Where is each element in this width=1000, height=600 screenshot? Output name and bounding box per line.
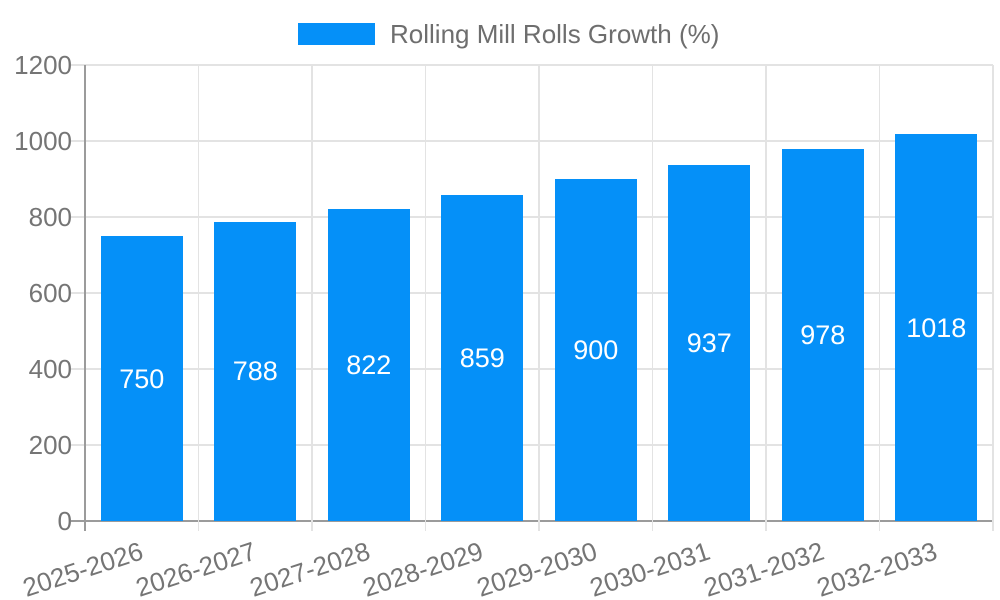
bar-2025-2026[interactable] — [100, 236, 183, 521]
v-gridline — [992, 65, 994, 531]
bar-value-label: 1018 — [906, 312, 967, 343]
h-gridline — [71, 216, 993, 218]
bar-value-label: 859 — [459, 342, 505, 373]
legend-swatch-icon — [298, 23, 375, 45]
bar-2032-2033[interactable] — [895, 134, 978, 521]
bar-value-label: 937 — [686, 327, 732, 358]
x-axis-baseline — [71, 520, 993, 522]
v-gridline — [765, 65, 767, 531]
bar-2027-2028[interactable] — [327, 208, 410, 521]
y-tick-label: 0 — [57, 506, 72, 536]
h-gridline — [71, 140, 993, 142]
h-gridline — [71, 64, 993, 66]
bar-2029-2030[interactable] — [554, 179, 637, 521]
bar-value-label: 900 — [573, 335, 619, 365]
bar-2031-2032[interactable] — [781, 149, 864, 521]
legend-item[interactable]: Rolling Mill Rolls Growth (%) — [298, 18, 720, 49]
y-axis-line — [84, 65, 86, 531]
h-gridline — [71, 292, 993, 294]
bar-2028-2029[interactable] — [441, 194, 524, 521]
y-tick-label: 800 — [28, 202, 72, 232]
bar-value-label: 788 — [232, 356, 278, 387]
h-gridline — [71, 444, 993, 446]
y-tick-label: 600 — [28, 278, 72, 308]
bar-2026-2027[interactable] — [214, 221, 297, 521]
y-tick-label: 1200 — [14, 50, 72, 80]
bar-2030-2031[interactable] — [668, 164, 751, 521]
legend-label: Rolling Mill Rolls Growth (%) — [390, 18, 720, 49]
v-gridline — [538, 65, 540, 531]
bar-value-label: 750 — [119, 363, 165, 394]
v-gridline — [878, 65, 880, 531]
bar-value-label: 822 — [346, 349, 392, 380]
y-tick-label: 400 — [28, 354, 72, 384]
y-tick-label: 200 — [28, 430, 72, 460]
bar-value-label: 978 — [800, 320, 846, 351]
h-gridline — [71, 368, 993, 370]
v-gridline — [311, 65, 313, 531]
v-gridline — [651, 65, 653, 531]
v-gridline — [197, 65, 199, 531]
v-gridline — [424, 65, 426, 531]
y-tick-label: 1000 — [14, 126, 72, 156]
